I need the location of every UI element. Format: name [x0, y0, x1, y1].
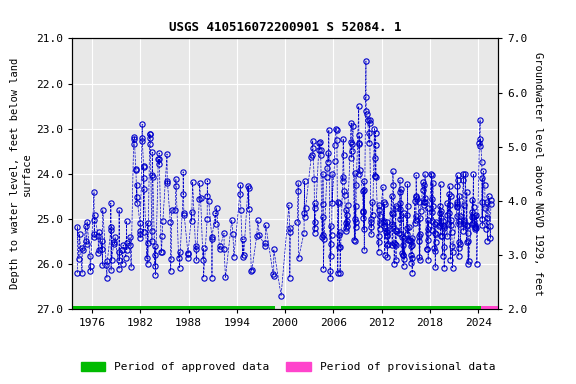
- Y-axis label: Groundwater level above NGVD 1929, feet: Groundwater level above NGVD 1929, feet: [533, 52, 543, 296]
- Bar: [281, 306, 482, 312]
- Title: USGS 410516072200901 S 52084. 1: USGS 410516072200901 S 52084. 1: [169, 22, 401, 35]
- Legend: Period of approved data, Period of provisional data: Period of approved data, Period of provi…: [77, 357, 499, 377]
- Bar: [72, 306, 275, 312]
- Bar: [482, 306, 498, 312]
- Y-axis label: Depth to water level, feet below land
surface: Depth to water level, feet below land su…: [10, 58, 32, 290]
